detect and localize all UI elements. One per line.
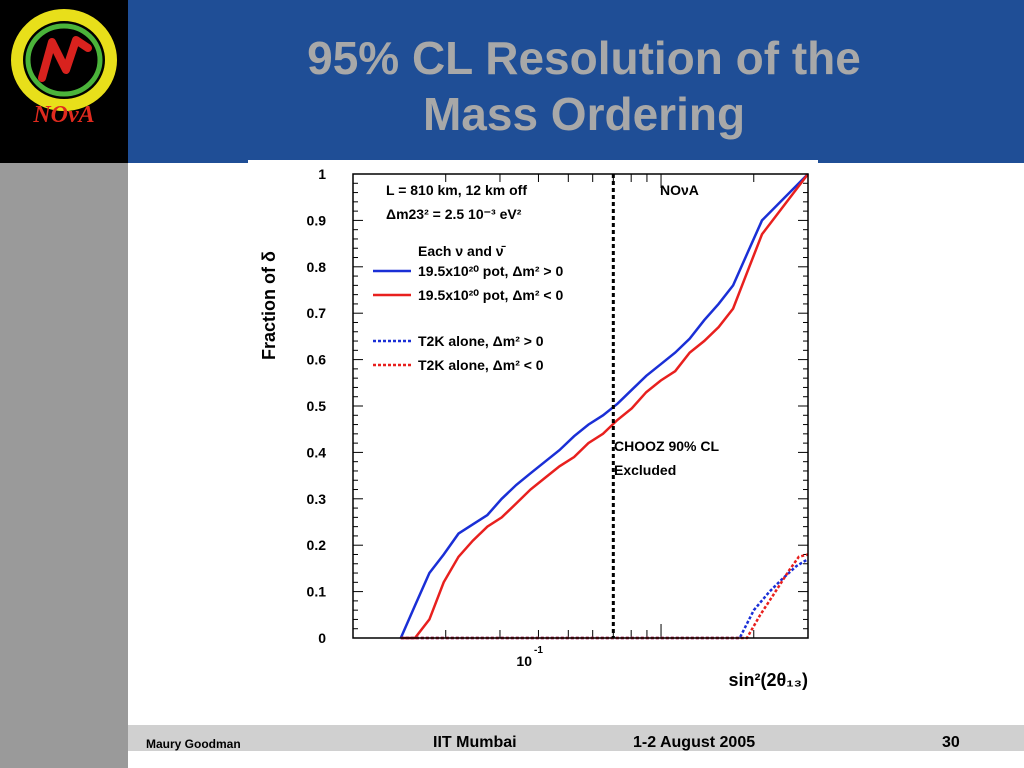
footer-band — [128, 725, 1024, 751]
series-line-2 — [400, 558, 809, 640]
chooz-label-line-2: Excluded — [614, 462, 676, 478]
chooz-label-line-1: CHOOZ 90% CL — [614, 438, 719, 454]
legend-label-2: T2K alone, Δm² > 0 — [418, 333, 544, 349]
x-tick-label-0.1: 10 — [516, 653, 532, 669]
y-tick-label: 0.7 — [307, 305, 327, 321]
y-axis-label: Fraction of δ — [259, 251, 279, 360]
legend-label-3: T2K alone, Δm² < 0 — [418, 357, 544, 373]
series-line-1 — [400, 173, 809, 640]
annotation-experiment: NOνA — [660, 182, 699, 198]
y-tick-label: 1 — [318, 166, 326, 182]
slide-title-line-2: Mass Ordering — [422, 88, 746, 140]
legend-label-0: 19.5x10²⁰ pot, Δm² > 0 — [418, 263, 563, 279]
chart-background — [248, 160, 818, 700]
slide-title: 95% CL Resolution of the Mass Ordering — [128, 30, 1024, 142]
chart-legend: 19.5x10²⁰ pot, Δm² > 0 19.5x10²⁰ pot, Δm²… — [373, 263, 563, 373]
logo-ring — [11, 9, 117, 111]
title-bar — [128, 0, 1024, 163]
y-tick-label: 0.4 — [307, 444, 327, 460]
y-ticks: 0 0.1 0.2 0.3 0.4 0.5 0.6 0.7 0.8 0.9 1 — [307, 166, 808, 646]
y-tick-label: 0.8 — [307, 259, 327, 275]
x-axis-label: sin²(2θ₁₃) — [729, 670, 809, 690]
series-line-0 — [399, 173, 809, 639]
y-tick-label: 0 — [318, 630, 326, 646]
footer-venue: IIT Mumbai — [433, 734, 517, 751]
fraction-of-delta-chart: 0 0.1 0.2 0.3 0.4 0.5 0.6 0.7 0.8 0.9 1 Fraction o… — [248, 160, 818, 700]
y-tick-label: 0.9 — [307, 212, 327, 228]
logo-ring-inner — [25, 23, 103, 97]
footer-page-number: 30 — [942, 734, 960, 751]
logo-nu-glyph — [38, 36, 92, 82]
legend-label-1: 19.5x10²⁰ pot, Δm² < 0 — [418, 287, 563, 303]
slide-title-line-1: 95% CL Resolution of the — [307, 32, 861, 84]
nova-logo: NOvA — [0, 0, 128, 163]
footer-author: Maury Goodman — [146, 737, 241, 751]
y-tick-label: 0.2 — [307, 537, 327, 553]
plot-frame — [352, 173, 809, 639]
y-tick-label: 0.1 — [307, 584, 327, 600]
slide-footer: Maury Goodman IIT Mumbai 1-2 August 2005… — [128, 725, 1024, 768]
annotation-baseline: L = 810 km, 12 km off — [386, 182, 527, 198]
logo-text: NOvA — [32, 102, 94, 128]
legend-header: Each ν and ν̄ — [418, 243, 507, 259]
y-tick-label: 0.5 — [307, 398, 327, 414]
annotation-dm23: Δm23² = 2.5 10⁻³ eV² — [386, 206, 522, 222]
x-tick-label-exponent: -1 — [534, 645, 543, 656]
footer-date: 1-2 August 2005 — [633, 734, 756, 751]
y-tick-label: 0.6 — [307, 352, 327, 368]
y-tick-label: 0.3 — [307, 491, 327, 507]
